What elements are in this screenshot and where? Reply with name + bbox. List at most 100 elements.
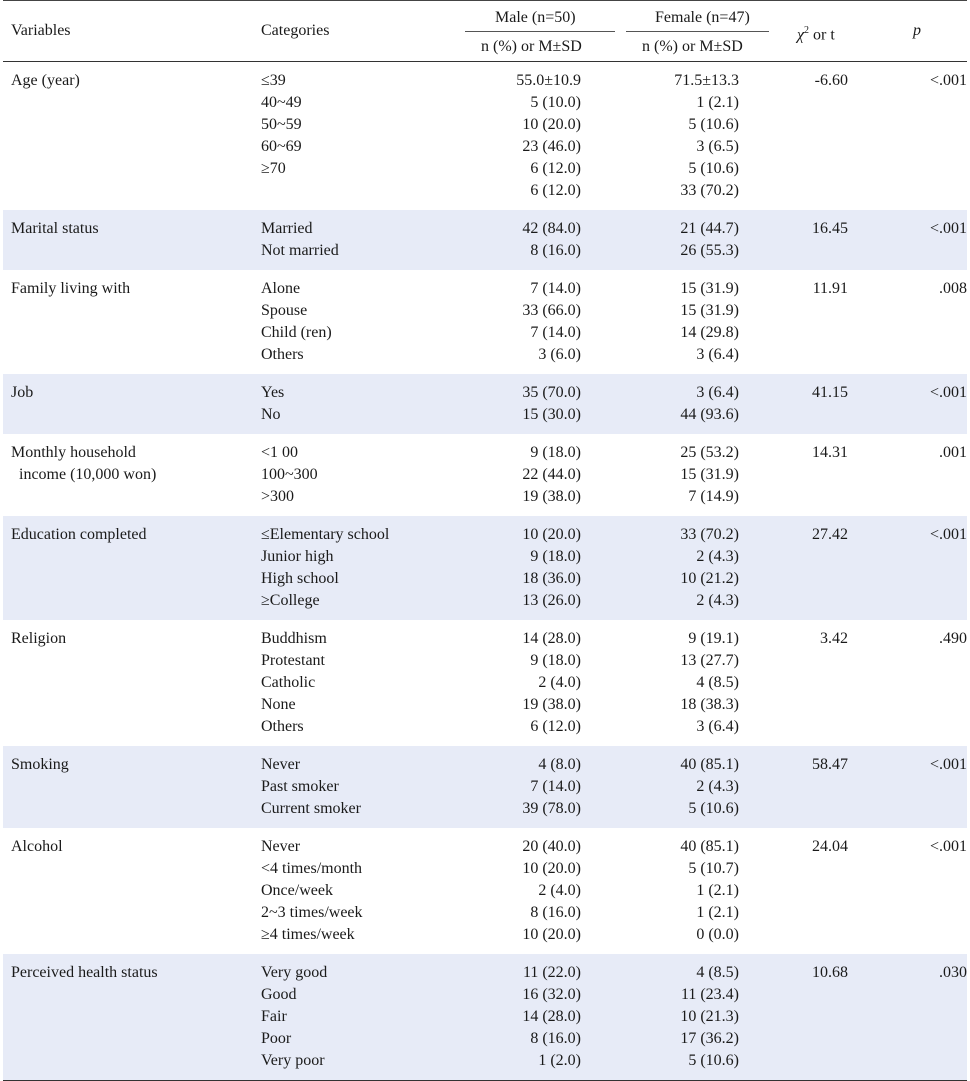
male-value-cell: 16 (32.0) [522, 986, 581, 1003]
male-value-cell: 8 (16.0) [530, 242, 581, 259]
p-value-cell: <.001 [929, 220, 967, 237]
category-cell: Not married [261, 242, 339, 259]
male-value-cell: 7 (14.0) [530, 280, 581, 297]
female-value-cell: 2 (4.3) [696, 548, 739, 565]
category-cell: Current smoker [261, 800, 361, 817]
category-cell: Others [261, 346, 304, 363]
female-value-cell: 10 (21.3) [680, 1008, 739, 1025]
male-value-cell: 10 (20.0) [522, 526, 581, 543]
male-value-cell: 9 (18.0) [530, 444, 581, 461]
variable-column: Marital status [3, 218, 261, 262]
female-value-cell: 25 (53.2) [680, 444, 739, 461]
category-cell: Buddhism [261, 630, 327, 647]
female-value-column: 9 (19.1) 13 (27.7) 4 (8.5) 18 (38.3) 3 (6.4) [581, 628, 739, 738]
p-value-cell: <.001 [929, 838, 967, 855]
male-value-column: 9 (18.0) 22 (44.0) 19 (38.0) [471, 442, 581, 508]
female-value-cell: 13 (27.7) [680, 652, 739, 669]
female-value-cell: 21 (44.7) [680, 220, 739, 237]
table-header: Variables Categories Male (n=50) Female … [3, 0, 967, 62]
p-value-column: <.001 [848, 836, 967, 946]
male-value-cell: 42 (84.0) [522, 220, 581, 237]
category-cell: Fair [261, 1008, 287, 1025]
header-categories: Categories [261, 22, 330, 39]
variable-cell: Perceived health status [11, 964, 158, 981]
stat-value-cell: -6.60 [814, 72, 848, 89]
stat-value-cell: 16.45 [812, 220, 848, 237]
table-body: Age (year) ≤39 40~49 50~59 60~69 ≥70 55.0±10.9… [3, 62, 967, 1081]
variable-cell: Job [11, 384, 34, 401]
stat-value-column: 27.42 [739, 524, 848, 612]
female-value-cell: 4 (8.5) [696, 674, 739, 691]
category-column: Very good Good Fair Poor Very poor [261, 962, 471, 1072]
category-cell: Poor [261, 1030, 292, 1047]
stat-value-cell: 58.47 [812, 756, 848, 773]
male-value-column: 35 (70.0) 15 (30.0) [471, 382, 581, 426]
variable-column: Age (year) [3, 70, 261, 202]
male-value-cell: 8 (16.0) [530, 1030, 581, 1047]
male-value-cell: 14 (28.0) [522, 1008, 581, 1025]
variable-cell: Education completed [11, 526, 147, 543]
category-column: Married Not married [261, 218, 471, 262]
male-value-cell: 39 (78.0) [522, 800, 581, 817]
male-value-cell: 23 (46.0) [522, 138, 581, 155]
stat-value-column: 58.47 [739, 754, 848, 820]
stat-value-cell: 27.42 [812, 526, 848, 543]
male-value-cell: 5 (10.0) [530, 94, 581, 111]
female-value-column: 4 (8.5) 11 (23.4) 10 (21.3) 17 (36.2) 5 (10.… [581, 962, 739, 1072]
female-value-cell: 15 (31.9) [680, 280, 739, 297]
male-value-cell: 33 (66.0) [522, 302, 581, 319]
stat-value-column: 41.15 [739, 382, 848, 426]
female-value-cell: 3 (6.4) [696, 346, 739, 363]
table-group: Age (year) ≤39 40~49 50~59 60~69 ≥70 55.0±10.9… [3, 62, 967, 210]
header-male: Male (n=50) [495, 9, 576, 26]
category-cell: High school [261, 570, 339, 587]
header-male-sub: n (%) or M±SD [481, 38, 582, 55]
female-value-cell: 1 (2.1) [696, 882, 739, 899]
male-value-cell: 10 (20.0) [522, 116, 581, 133]
male-value-cell: 18 (36.0) [522, 570, 581, 587]
category-cell: ≥70 [261, 160, 286, 177]
male-value-cell: 14 (28.0) [522, 630, 581, 647]
category-cell: Past smoker [261, 778, 339, 795]
male-value-column: 14 (28.0) 9 (18.0) 2 (4.0) 19 (38.0) 6 (12.0… [471, 628, 581, 738]
variable-cell: Monthly household [11, 444, 136, 461]
table-group: Alcohol Never <4 times/month Once/week 2~3 t… [3, 828, 967, 954]
category-cell: None [261, 696, 296, 713]
stat-value-cell: 10.68 [812, 964, 848, 981]
variable-cell: Age (year) [11, 72, 80, 89]
stat-value-column: 14.31 [739, 442, 848, 508]
male-value-cell: 19 (38.0) [522, 488, 581, 505]
male-value-cell: 2 (4.0) [538, 674, 581, 691]
male-value-cell: 20 (40.0) [522, 838, 581, 855]
category-cell: Good [261, 986, 297, 1003]
male-value-cell: 3 (6.0) [538, 346, 581, 363]
variable-column: Job [3, 382, 261, 426]
stat-value-column: 3.42 [739, 628, 848, 738]
male-value-cell: 13 (26.0) [522, 592, 581, 609]
variable-cell: Family living with [11, 280, 131, 297]
category-cell: Very good [261, 964, 328, 981]
female-value-cell: 15 (31.9) [680, 302, 739, 319]
female-value-column: 15 (31.9) 15 (31.9) 14 (29.8) 3 (6.4) [581, 278, 739, 366]
category-cell: Married [261, 220, 313, 237]
category-column: <1 00 100~300 >300 [261, 442, 471, 508]
stat-value-column: 10.68 [739, 962, 848, 1072]
p-value-column: <.001 [848, 70, 967, 202]
variable-cell: Marital status [11, 220, 99, 237]
p-value-cell: .490 [939, 630, 967, 647]
female-value-cell: 15 (31.9) [680, 466, 739, 483]
male-value-cell: 2 (4.0) [538, 882, 581, 899]
female-value-column: 33 (70.2) 2 (4.3) 10 (21.2) 2 (4.3) [581, 524, 739, 612]
table-group: Smoking Never Past smoker Current smoker 4 (… [3, 746, 967, 828]
variable-cell: Smoking [11, 756, 69, 773]
stat-value-cell: 3.42 [820, 630, 848, 647]
header-female-sub: n (%) or M±SD [642, 38, 743, 55]
table-group: Education completed ≤Elementary school Jun… [3, 516, 967, 620]
female-value-cell: 5 (10.6) [688, 800, 739, 817]
header-stat: χ2 or t [797, 25, 835, 44]
category-cell: Protestant [261, 652, 325, 669]
female-value-cell: 7 (14.9) [688, 488, 739, 505]
category-cell: 100~300 [261, 466, 318, 483]
category-cell: <4 times/month [261, 860, 363, 877]
female-value-cell: 3 (6.4) [696, 718, 739, 735]
